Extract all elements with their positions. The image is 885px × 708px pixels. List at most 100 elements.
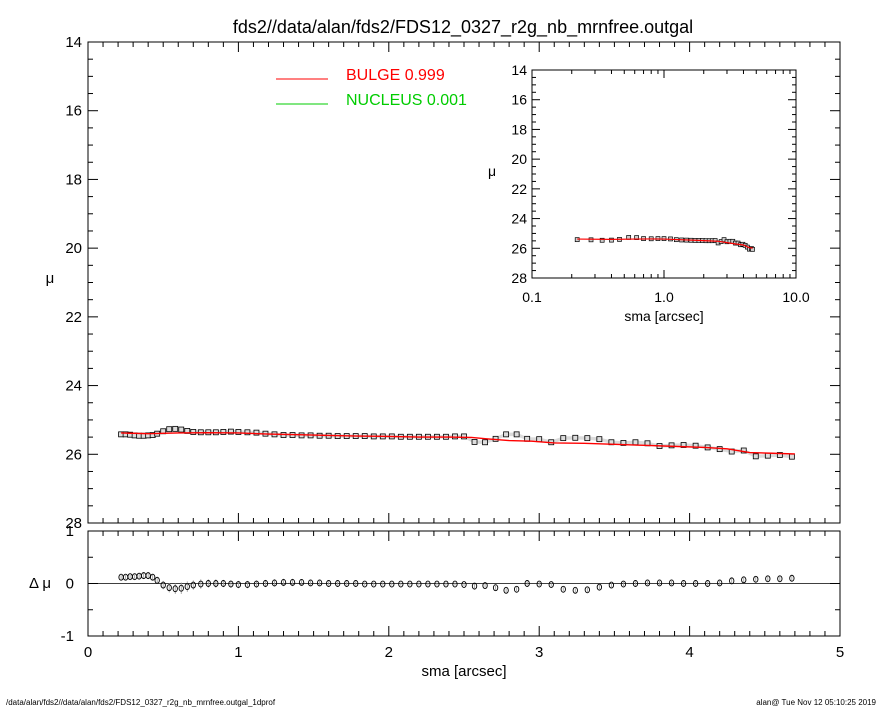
residual-data-point: [160, 581, 166, 589]
residual-data-point: [371, 580, 377, 588]
inset-panel: 14 16 18 20 22 24 26 28 0.1 1.0 10.0 μ sma [arcsec…: [488, 62, 810, 324]
main-y-tick-label: 18: [65, 171, 82, 188]
inset-data-point: [588, 237, 594, 243]
legend: BULGE 0.999 NUCLEUS 0.001: [276, 67, 467, 109]
residual-data-point: [271, 579, 278, 587]
residual-y-tick-label: -1: [61, 628, 74, 645]
residual-data-point: [729, 577, 735, 585]
main-data-point: [692, 442, 699, 449]
residual-data-point: [178, 584, 184, 592]
main-data-point: [776, 452, 783, 458]
residual-y-tick-label: 1: [66, 523, 74, 540]
main-y-axis-label: μ: [46, 270, 55, 287]
x-tick-label: 4: [685, 644, 693, 661]
residual-panel: -1 0 1 Δ μ: [29, 523, 841, 645]
main-data-point: [235, 429, 242, 435]
x-tick-label: 5: [836, 644, 844, 661]
x-tick-label: 1: [234, 644, 242, 661]
inset-x-tick-label: 0.1: [522, 289, 542, 305]
main-data-point: [172, 425, 179, 432]
main-data-point: [461, 433, 467, 440]
main-data-point: [632, 439, 639, 446]
residual-data-point: [262, 580, 269, 587]
residual-data-point: [434, 580, 440, 588]
residual-data-point: [704, 580, 711, 587]
main-data-point: [764, 452, 771, 459]
inset-y-tick-label: 20: [511, 151, 527, 167]
inset-plot-frame: [531, 69, 797, 279]
residual-data-point: [150, 573, 156, 581]
residual-data-point: [777, 575, 783, 583]
inset-x-tick-label: 10.0: [782, 289, 809, 305]
main-data-point: [668, 442, 675, 449]
residual-data-point: [692, 580, 699, 587]
main-data-point: [752, 453, 759, 460]
inset-y-axis-label: μ: [488, 163, 496, 179]
inset-data-point: [750, 246, 755, 252]
residual-data-point: [325, 580, 332, 587]
residual-data-point: [513, 585, 520, 593]
residual-y-tick-label: 0: [66, 576, 74, 593]
residual-data-point: [536, 580, 542, 588]
residual-data-point: [416, 580, 422, 588]
residual-data-point: [656, 579, 663, 587]
residual-data-point: [166, 584, 172, 592]
inset-y-tick-label: 18: [511, 121, 527, 137]
residual-data-point: [471, 582, 478, 590]
residual-data-point: [425, 580, 431, 588]
residual-data-point: [154, 576, 160, 584]
residual-data-point: [184, 583, 190, 591]
residual-data-point: [443, 580, 449, 588]
residual-data-point: [407, 580, 413, 588]
residual-data-point: [644, 579, 651, 587]
main-data-point: [788, 453, 795, 460]
main-data-point: [166, 426, 173, 433]
residual-data-point: [632, 580, 639, 587]
inset-y-tick-label: 22: [511, 181, 527, 197]
inset-y-tick-label: 14: [511, 62, 527, 78]
residual-data-point: [172, 585, 178, 593]
residual-data-point: [572, 586, 578, 594]
residual-data-point: [584, 586, 590, 594]
residual-data-point: [548, 581, 554, 588]
inset-x-axis-label: sma [arcsec]: [624, 308, 703, 324]
main-data-point: [452, 433, 458, 440]
residual-data-point: [620, 580, 627, 588]
residual-data-point: [524, 580, 530, 587]
residual-data-point: [398, 580, 404, 588]
residual-data-point: [362, 580, 368, 588]
main-data-point: [596, 436, 603, 443]
residual-data-point: [190, 581, 196, 589]
residual-data-point: [235, 581, 242, 588]
main-data-point: [503, 431, 510, 438]
residual-data-point: [668, 579, 675, 587]
main-y-tick-label: 20: [65, 240, 82, 257]
residual-data-point: [253, 580, 260, 588]
main-data-point: [190, 429, 197, 435]
inset-y-tick-label: 28: [511, 270, 527, 286]
x-tick-label: 2: [385, 644, 393, 661]
inset-data-point: [609, 237, 614, 243]
residual-data-point: [220, 580, 227, 587]
x-tick-label: 0: [84, 644, 92, 661]
main-y-tick-label: 28: [65, 515, 82, 532]
residual-data-point: [380, 580, 386, 588]
residual-data-point: [596, 583, 603, 591]
residual-data-point: [389, 580, 395, 588]
residual-data-point: [307, 579, 314, 587]
residual-data-point: [608, 581, 615, 589]
residual-data-point: [789, 574, 795, 582]
residual-data-point: [560, 585, 566, 593]
main-bulge-line: [121, 431, 795, 455]
footer-left: /data/alan/fds2//data/alan/fds2/FDS12_03…: [6, 698, 276, 707]
residual-data-point: [353, 580, 359, 587]
residual-data-point: [482, 582, 488, 590]
main-y-tick-label: 24: [65, 378, 82, 395]
inset-data-point: [599, 237, 605, 243]
main-y-tick-label: 14: [65, 34, 82, 51]
residual-data-point: [298, 579, 305, 586]
residual-data-point: [461, 581, 467, 588]
residual-data-point: [316, 579, 323, 587]
main-data-point: [560, 435, 567, 442]
